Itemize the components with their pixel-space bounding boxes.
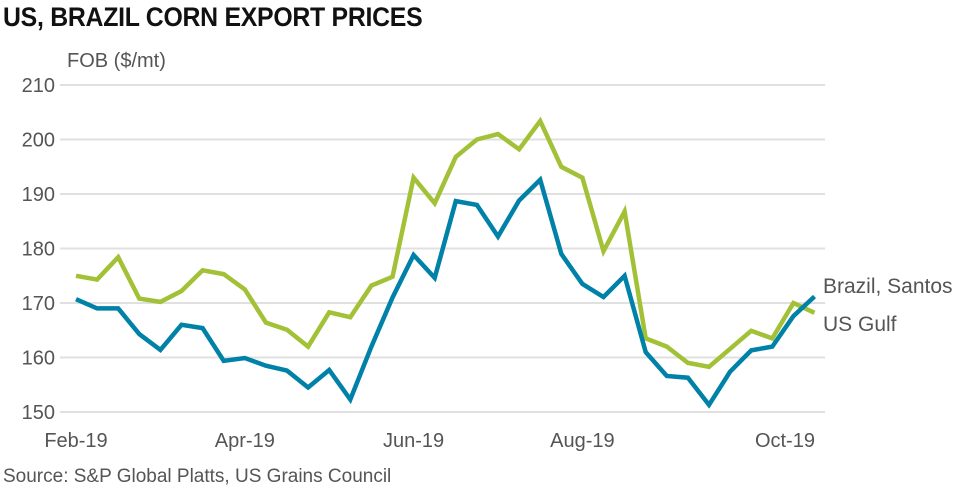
- series-label: US Gulf: [823, 313, 897, 336]
- y-tick-label: 180: [22, 239, 55, 261]
- y-tick-label: 210: [22, 75, 55, 97]
- y-tick-label: 190: [22, 184, 55, 206]
- chart-title: US, BRAZIL CORN EXPORT PRICES: [3, 2, 423, 32]
- series-line: [75, 175, 817, 409]
- y-tick-label: 160: [22, 348, 55, 370]
- series-line: [75, 116, 816, 370]
- x-tick-label: Oct-19: [755, 430, 815, 452]
- x-tick-label: Jun-19: [383, 430, 444, 452]
- y-tick-label: 170: [22, 293, 55, 315]
- y-axis-label: FOB ($/mt): [67, 50, 166, 72]
- y-tick-label: 150: [22, 402, 55, 424]
- y-tick-label: 200: [22, 130, 55, 152]
- source-note: Source: S&P Global Platts, US Grains Cou…: [3, 466, 392, 487]
- x-tick-label: Apr-19: [215, 430, 275, 452]
- x-tick-label: Aug-19: [550, 430, 615, 452]
- x-tick-label: Feb-19: [44, 430, 107, 452]
- series-label: Brazil, Santos: [823, 275, 953, 298]
